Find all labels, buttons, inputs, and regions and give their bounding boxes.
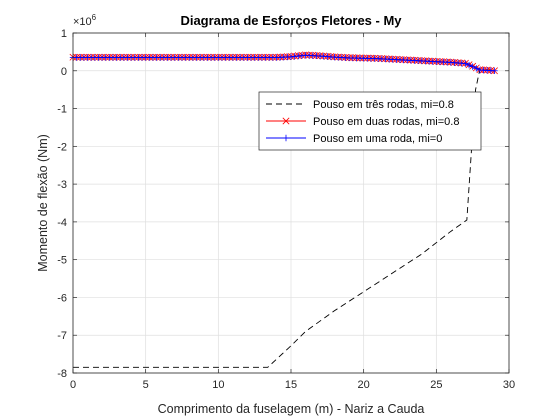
legend-entry: Pouso em três rodas, mi=0.8 [266,99,454,111]
y-tick-label: -2 [57,141,67,153]
x-tick-label: 30 [503,379,515,391]
legend-entry: Pouso em uma roda, mi=0 [266,133,442,145]
legend-label: Pouso em duas rodas, mi=0.8 [313,116,459,128]
x-tick-label: 20 [358,379,370,391]
y-tick-label: -3 [57,179,67,191]
y-tick-label: -8 [57,368,67,380]
y-tick-label: -4 [57,217,67,229]
plot-area: 0 5 10 15 20 25 30 -8 -7 -6 -5 -4 -3 -2 -1 0 1 [57,28,515,391]
y-tick-label: 1 [61,28,67,40]
series-layer [69,51,498,368]
legend-label: Pouso em três rodas, mi=0.8 [313,99,454,111]
legend: Pouso em três rodas, mi=0.8 Pouso em duas… [258,91,482,151]
legend-label: Pouso em uma roda, mi=0 [313,133,442,145]
y-axis-label: Momento de flexão (Nm) [36,134,50,272]
x-tick-label: 10 [212,379,224,391]
x-tick-label: 0 [70,379,76,391]
ticks: 0 5 10 15 20 25 30 -8 -7 -6 -5 -4 -3 -2 -1 0 1 [57,28,515,391]
y-tick-label: -5 [57,255,67,267]
y-tick-label: -7 [57,330,67,342]
legend-marker [282,117,290,125]
x-tick-label: 15 [285,379,297,391]
y-tick-label: 0 [61,66,67,78]
y-exponent-base: ×10 [73,16,92,28]
y-exponent-power: 6 [92,13,97,22]
legend-entry: Pouso em duas rodas, mi=0.8 [266,116,459,128]
y-tick-label: -6 [57,292,67,304]
chart-title: Diagrama de Esforços Fletores - My [180,13,402,28]
x-axis-label: Comprimento da fuselagem (m) - Nariz a C… [158,402,425,416]
y-tick-label: -1 [57,104,67,116]
y-exponent-label: ×106 [73,13,97,28]
x-tick-label: 25 [430,379,442,391]
series-3 [69,52,498,74]
x-tick-label: 5 [143,379,149,391]
